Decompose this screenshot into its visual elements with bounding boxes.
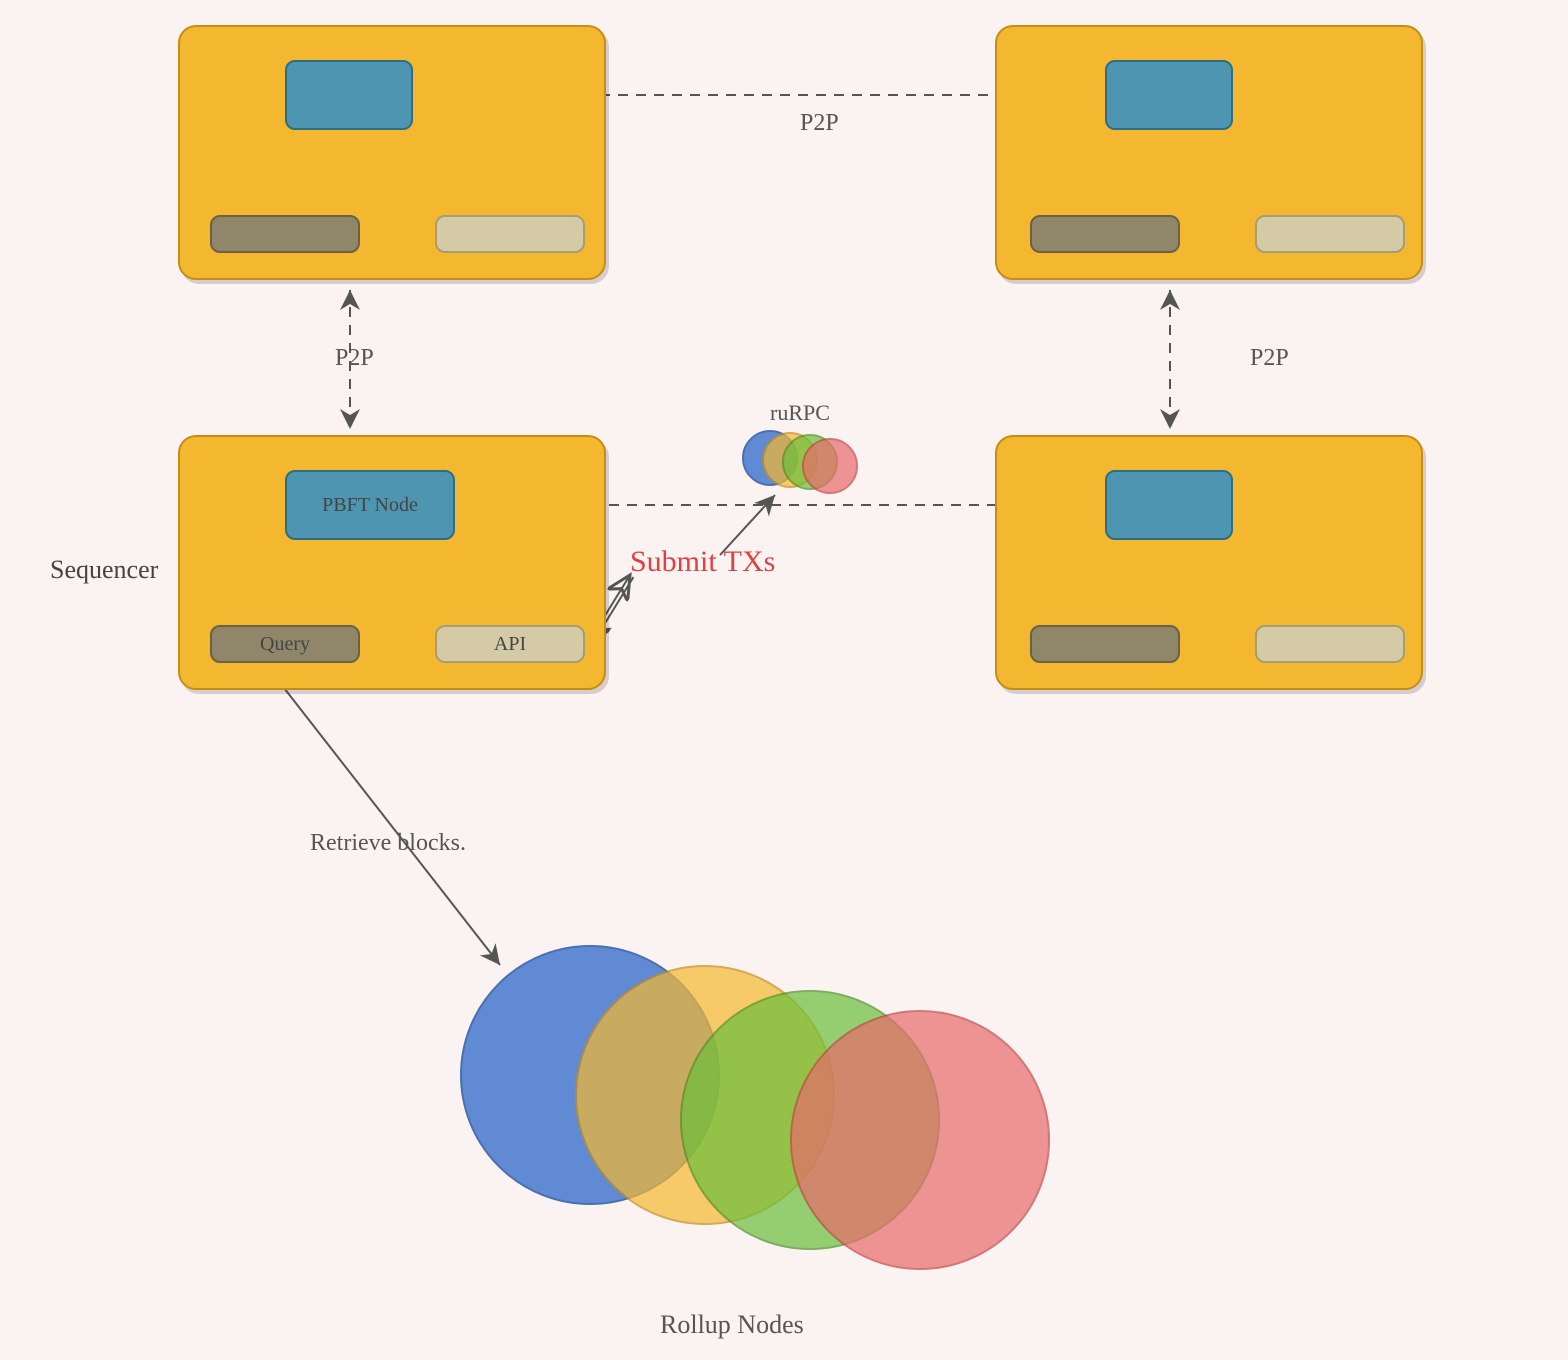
query-tl (210, 215, 360, 253)
api-main: API (435, 625, 585, 663)
sequencer-label: Sequencer (50, 555, 158, 585)
query-r (1030, 625, 1180, 663)
submit-txs: Submit TXs (630, 545, 775, 579)
pbft-main-label: PBFT Node (322, 494, 418, 517)
rurpc-circles-3 (802, 438, 858, 494)
pbft-r (1105, 470, 1233, 540)
query-main-label: Query (260, 633, 310, 656)
e-retrieve (270, 670, 500, 965)
pbft-main: PBFT Node (285, 470, 455, 540)
retrieve-blocks: Retrieve blocks. (310, 830, 466, 857)
query-main: Query (210, 625, 360, 663)
api-tr (1255, 215, 1405, 253)
rollup-circles-3 (790, 1010, 1050, 1270)
p2p-top: P2P (800, 110, 839, 137)
pbft-tl (285, 60, 413, 130)
pbft-tr (1105, 60, 1233, 130)
api-tl (435, 215, 585, 253)
query-tr (1030, 215, 1180, 253)
p2p-left: P2P (335, 345, 374, 372)
p2p-right: P2P (1250, 345, 1289, 372)
api-main-label: API (494, 633, 526, 656)
api-r (1255, 625, 1405, 663)
rollup-nodes: Rollup Nodes (660, 1310, 804, 1340)
rurpc-label: ruRPC (770, 400, 830, 426)
